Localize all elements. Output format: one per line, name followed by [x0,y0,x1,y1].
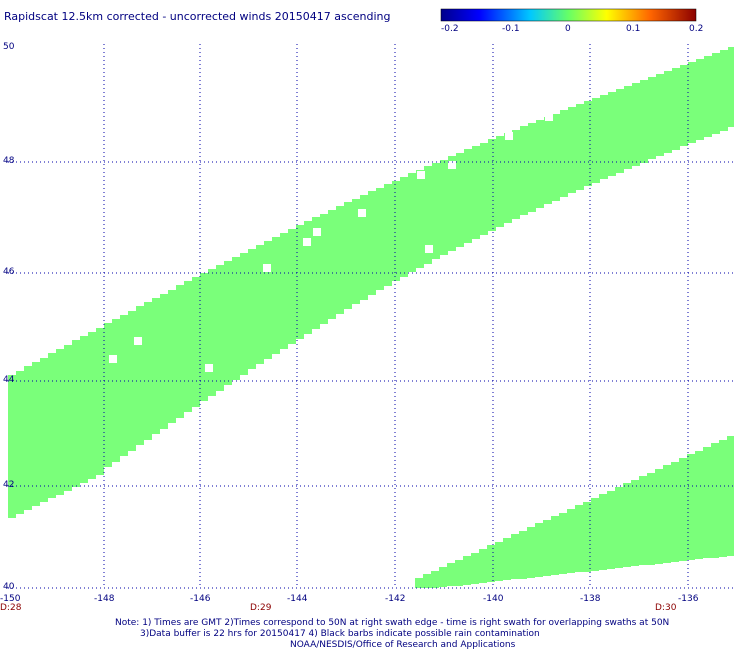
lat-label: 40 [3,582,15,592]
lon-label: -140 [483,594,504,604]
colorbar-tick-label: -0.2 [441,24,459,34]
time-label: D:29 [250,603,272,613]
missing-data-cell [545,113,553,121]
missing-data-cell [205,364,213,372]
swath-main [8,47,734,518]
lat-label: 48 [3,156,15,166]
missing-data-cell [109,355,117,363]
missing-data-cell [134,337,142,345]
lon-label: -136 [678,594,699,604]
missing-data-cell [570,84,578,92]
swath-lower-right [415,436,734,588]
colorbar-tick-label: -0.1 [502,24,520,34]
lon-label: -138 [580,594,601,604]
lat-label: 44 [3,375,15,385]
missing-data-cell [313,228,321,236]
lon-labels: -150 -148 -146 -144 -142 -140 -138 -136 [0,594,699,604]
lon-label: -148 [94,594,115,604]
colorbar-tick-label: 0.1 [626,24,640,34]
lat-label: 46 [3,267,15,277]
note-line-1: Note: 1) Times are GMT 2)Times correspon… [115,618,669,628]
lon-label: -142 [385,594,405,604]
map-title: Rapidscat 12.5km corrected - uncorrected… [4,10,390,23]
colorbar-tick-label: 0 [565,24,571,34]
missing-data-cell [448,161,456,169]
lat-label: 50 [3,42,15,52]
lon-label: -150 [0,594,21,604]
missing-data-cell [303,238,311,246]
time-label: D:28 [0,603,22,613]
lat-lon-grid [8,44,734,589]
missing-data-cell [417,171,425,179]
note-line-3: NOAA/NESDIS/Office of Research and Appli… [290,640,516,650]
time-label: D:30 [655,603,677,613]
lat-label: 42 [3,480,14,490]
missing-data-cell [425,245,433,253]
note-line-2: 3)Data buffer is 22 hrs for 20150417 4) … [140,629,540,639]
lat-labels: 50 48 46 44 42 40 [3,42,15,592]
wind-swaths [8,47,734,588]
colorbar: -0.2 -0.1 0 0.1 0.2 [440,8,703,34]
footer-notes: Note: 1) Times are GMT 2)Times correspon… [115,618,669,650]
lon-label: -144 [287,594,308,604]
missing-data-cell [358,209,366,217]
missing-data-cell [263,264,271,272]
colorbar-gradient [440,8,697,22]
lon-label: -146 [190,594,211,604]
swath-time-labels: D:28 D:29 D:30 [0,603,677,613]
missing-data-cell [505,132,513,140]
colorbar-tick-label: 0.2 [689,24,703,34]
